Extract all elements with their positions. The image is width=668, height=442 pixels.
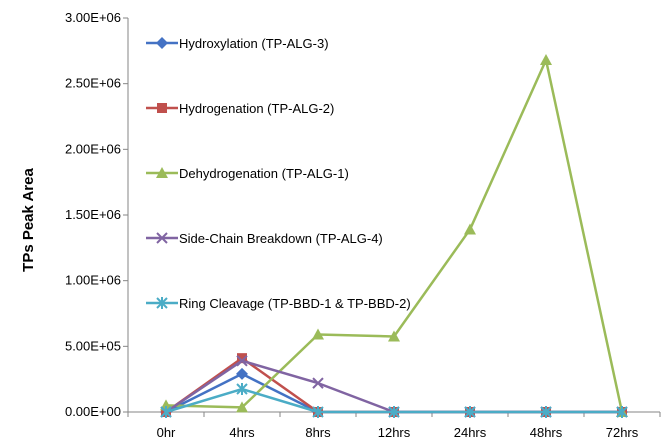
x-tick-label: 72hrs xyxy=(606,425,639,440)
legend-item: Hydroxylation (TP-ALG-3) xyxy=(146,36,329,51)
legend-item: Ring Cleavage (TP-BBD-1 & TP-BBD-2) xyxy=(146,296,411,311)
data-point xyxy=(616,406,628,418)
legend-item: Dehydrogenation (TP-ALG-1) xyxy=(146,166,349,181)
y-tick-label: 2.00E+06 xyxy=(65,141,121,156)
x-tick-label: 24hrs xyxy=(454,425,487,440)
legend-swatch-marker xyxy=(156,167,168,178)
legend-label: Dehydrogenation (TP-ALG-1) xyxy=(179,166,349,181)
data-point xyxy=(236,355,248,367)
y-tick-label: 5.00E+05 xyxy=(65,338,121,353)
x-tick-label: 0hr xyxy=(157,425,176,440)
series-5 xyxy=(160,383,628,418)
series-line xyxy=(165,359,622,414)
data-point xyxy=(312,377,324,389)
data-point xyxy=(312,406,324,418)
legend-swatch-marker xyxy=(156,297,168,309)
data-point xyxy=(236,383,248,396)
data-point xyxy=(464,406,476,418)
data-point xyxy=(160,406,172,418)
data-point xyxy=(540,406,552,418)
legend-label: Ring Cleavage (TP-BBD-1 & TP-BBD-2) xyxy=(179,296,411,311)
data-point xyxy=(237,353,247,364)
y-tick-label: 3.00E+06 xyxy=(65,10,121,25)
x-tick-label: 12hrs xyxy=(378,425,411,440)
y-axis-ticks: 0.00E+00 5.00E+05 1.00E+06 1.50E+06 2.00E+06… xyxy=(65,10,128,419)
legend: Hydroxylation (TP-ALG-3) Hydrogenation (T… xyxy=(146,36,411,311)
data-point xyxy=(312,328,324,340)
x-tick-label: 8hrs xyxy=(305,425,331,440)
data-point xyxy=(236,401,248,413)
y-axis-label: TPs Peak Area xyxy=(20,168,37,272)
legend-item: Side-Chain Breakdown (TP-ALG-4) xyxy=(146,231,383,246)
data-point xyxy=(236,367,248,380)
y-tick-label: 2.50E+06 xyxy=(65,76,121,91)
data-point xyxy=(464,223,476,235)
legend-label: Hydroxylation (TP-ALG-3) xyxy=(179,36,329,51)
y-tick-label: 0.00E+00 xyxy=(65,404,121,419)
x-axis-ticks: 0hr 4hrs 8hrs 12hrs 24hrs 48hrs 72hrs xyxy=(127,412,661,440)
legend-swatch-marker xyxy=(156,37,168,49)
legend-item: Hydrogenation (TP-ALG-2) xyxy=(146,101,334,116)
legend-swatch-marker xyxy=(156,232,168,244)
y-tick-label: 1.00E+06 xyxy=(65,273,121,288)
data-point xyxy=(388,406,400,418)
legend-swatch-marker xyxy=(157,103,167,113)
legend-label: Side-Chain Breakdown (TP-ALG-4) xyxy=(179,231,383,246)
data-point xyxy=(388,330,400,342)
data-point xyxy=(540,54,552,66)
y-tick-label: 1.50E+06 xyxy=(65,207,121,222)
x-tick-label: 48hrs xyxy=(530,425,563,440)
legend-label: Hydrogenation (TP-ALG-2) xyxy=(179,101,334,116)
x-tick-label: 4hrs xyxy=(229,425,255,440)
series-group xyxy=(160,54,628,418)
